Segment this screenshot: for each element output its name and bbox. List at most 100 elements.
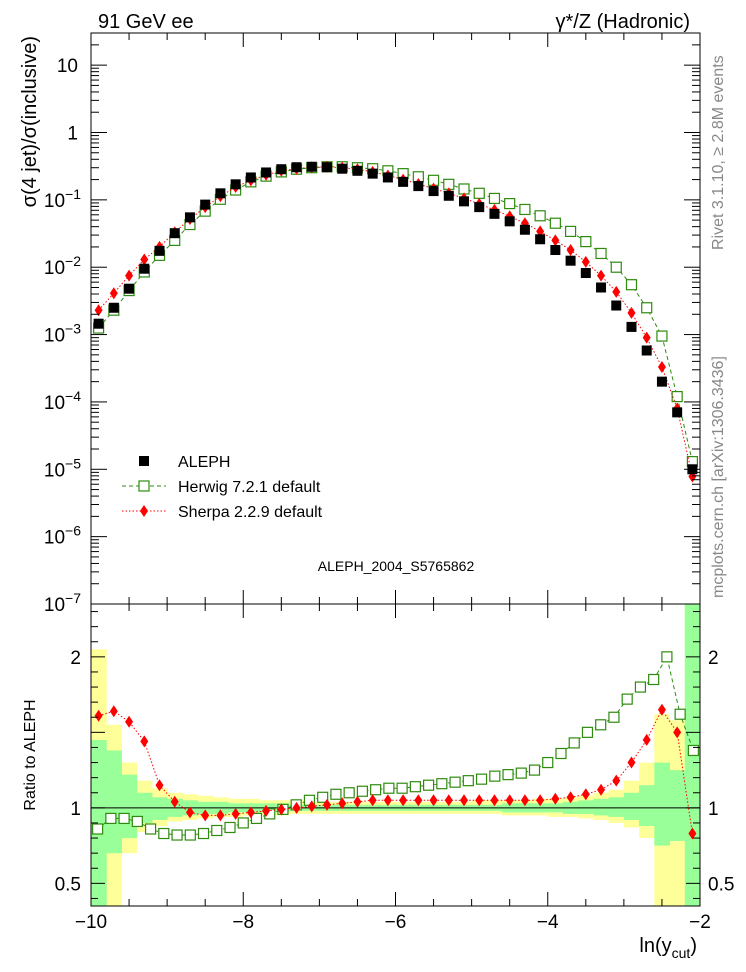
main-content — [93, 160, 698, 483]
aleph-point — [580, 268, 591, 279]
band-inner — [639, 785, 655, 826]
sherpa-point — [657, 361, 666, 374]
sherpa-ratio-point — [581, 788, 590, 801]
ratio-y-tick-label: 2 — [70, 648, 81, 669]
y-tick-label: 10−2 — [44, 253, 81, 279]
herwig-ratio-point — [462, 775, 474, 787]
aleph-point — [459, 196, 470, 207]
x-axis-label-sub: cut — [672, 945, 691, 961]
aleph-point — [443, 190, 454, 201]
aleph-point — [124, 283, 135, 294]
sherpa-ratio-point — [612, 774, 621, 787]
herwig-point — [656, 330, 668, 342]
herwig-ratio-point — [197, 827, 210, 840]
legend-label: Sherpa 2.2.9 default — [178, 504, 323, 521]
herwig-ratio-point — [211, 824, 223, 837]
ratio-ylabel: Ratio to ALEPH — [22, 699, 39, 810]
side-label-bottom: mcplots.cern.ch [arXiv:1306.3436] — [710, 356, 727, 598]
x-axis-label-tail: ) — [690, 935, 697, 957]
x-tick-label: −6 — [385, 912, 407, 933]
header-left: 91 GeV ee — [98, 11, 194, 33]
ratio-series-sherpa — [94, 703, 697, 840]
sherpa-point — [566, 244, 575, 257]
sherpa-ratio-point — [399, 794, 408, 807]
ratio-series-herwig — [92, 651, 699, 841]
sherpa-ratio-point — [231, 807, 240, 820]
aleph-point — [245, 172, 256, 183]
herwig-ratio-point — [475, 773, 488, 785]
sherpa-ratio-point — [627, 756, 636, 769]
side-label-top: Rivet 3.1.10, ≥ 2.8M events — [710, 55, 727, 250]
herwig-point — [504, 197, 516, 210]
herwig-ratio-point — [687, 744, 699, 757]
sherpa-point — [597, 269, 606, 282]
ratio-y-tick-label-right: 1 — [708, 799, 719, 820]
aleph-point — [504, 216, 515, 227]
sherpa-ratio-point — [566, 791, 575, 804]
y-tick-label: 1 — [67, 123, 78, 144]
aleph-point — [367, 168, 378, 179]
band-inner — [578, 800, 594, 814]
sherpa-ratio-point — [642, 733, 651, 746]
herwig-point — [595, 247, 607, 260]
band-inner — [608, 797, 625, 817]
sherpa-ratio-point — [520, 794, 529, 807]
herwig-ratio-point — [581, 726, 594, 738]
x-axis-label: ln(ycut) — [639, 935, 697, 961]
sherpa-ratio-point — [262, 804, 271, 817]
main-ylabel: σ(4 jet)/σ(inclusive) — [19, 36, 41, 207]
aleph-point — [626, 321, 637, 332]
herwig-ratio-point — [634, 681, 647, 693]
sherpa-ratio-point — [292, 801, 301, 814]
y-tick-label: 10−3 — [44, 321, 81, 347]
herwig-ratio-point — [568, 737, 580, 749]
sherpa-ratio-point — [368, 794, 377, 807]
sherpa-ratio-point — [94, 709, 103, 722]
herwig-ratio-point — [250, 812, 263, 825]
sherpa-ratio-point — [657, 703, 666, 716]
band-inner — [151, 797, 168, 820]
band-inner — [91, 739, 107, 906]
herwig-ratio-point — [515, 767, 527, 779]
band-inner — [593, 798, 610, 816]
aleph-point — [215, 188, 226, 199]
herwig-ratio-point — [528, 764, 541, 776]
watermark: ALEPH_2004_S5765862 — [318, 558, 475, 574]
sherpa-ratio-point — [475, 794, 484, 807]
sherpa-ratio-point — [460, 794, 469, 807]
sherpa-ratio-point — [125, 715, 134, 728]
x-tick-label: −4 — [537, 912, 559, 933]
sherpa-ratio-point — [414, 794, 423, 807]
sherpa-ratio-point — [201, 809, 210, 822]
herwig-ratio-point — [370, 784, 382, 796]
aleph-point — [398, 176, 409, 187]
aleph-point — [184, 212, 195, 223]
herwig-ratio-point — [343, 787, 355, 799]
sherpa-ratio-point — [673, 726, 682, 739]
herwig-ratio-point — [449, 776, 461, 788]
aleph-point — [352, 165, 363, 176]
aleph-point — [276, 164, 287, 175]
sherpa-point — [140, 253, 149, 266]
aleph-point — [154, 245, 165, 256]
aleph-point — [413, 181, 424, 192]
herwig-point — [671, 390, 683, 403]
header-right: γ*/Z (Hadronic) — [556, 11, 690, 33]
legend-item-sherpa: Sherpa 2.2.9 default — [122, 504, 323, 521]
series-aleph — [93, 161, 698, 475]
herwig-ratio-point — [144, 823, 157, 835]
herwig-ratio-point — [118, 812, 130, 825]
aleph-point — [230, 179, 241, 190]
aleph-point — [169, 228, 180, 239]
y-tick-label: 10−6 — [44, 523, 81, 549]
legend-item-aleph: ALEPH — [139, 454, 230, 471]
legend-label: Herwig 7.2.1 default — [178, 479, 321, 496]
herwig-ratio-point — [661, 651, 673, 663]
series-sherpa — [94, 160, 697, 483]
y-tick-label: 10−1 — [44, 186, 81, 212]
aleph-point — [337, 163, 348, 174]
aleph-point — [200, 199, 211, 210]
sherpa-ratio-point — [505, 794, 514, 807]
band-inner — [121, 774, 138, 839]
